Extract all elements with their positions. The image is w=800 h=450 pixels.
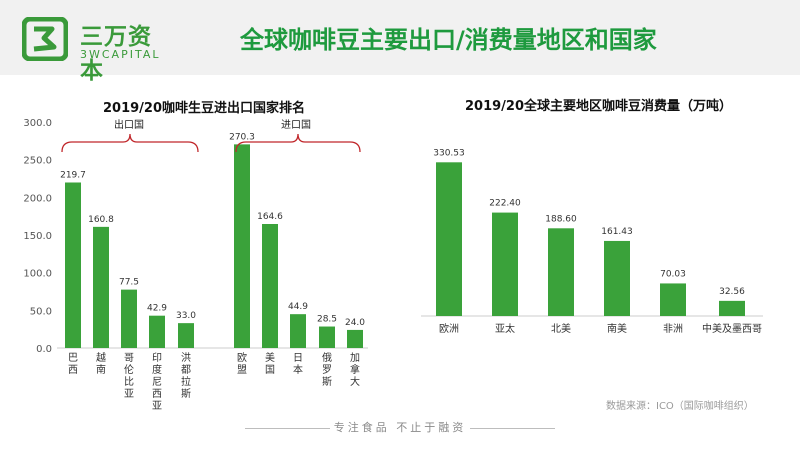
group-bracket [235,133,361,153]
bar-8 [319,326,335,348]
x-tick-label: 加拿大 [350,352,360,388]
x-tick-label: 非洲 [663,323,683,335]
data-label: 33.0 [176,311,196,321]
data-label: 42.9 [147,304,167,314]
brand-logo: 三万资本 3WCAPITAL [22,15,172,84]
data-label: 270.3 [229,132,255,142]
bar-1 [93,226,109,348]
x-tick-label: 南美 [607,322,627,335]
data-label: 32.56 [719,287,745,297]
page-title: 全球咖啡豆主要出口/消费量地区和国家 [240,26,657,54]
footer-divider-left [245,428,330,429]
y-tick-label: 100.0 [23,269,52,280]
group-bracket [61,133,199,153]
data-label: 188.60 [545,214,577,224]
header-bar: 三万资本 3WCAPITAL 全球咖啡豆主要出口/消费量地区和国家 [0,0,800,84]
x-tick-label: 欧洲 [439,323,459,335]
group-label: 进口国 [281,119,311,131]
logo-name-en: 3WCAPITAL [80,48,161,61]
chart-regional-consumption: 330.53 欧洲 222.40 亚太 188.60 北美 161.43 南美 70.03 非洲 3… [421,148,763,335]
data-label: 164.6 [257,212,283,222]
bar-7 [290,314,306,348]
bar-4 [178,323,194,348]
x-tick-label: 北美 [551,322,571,335]
bar-2 [548,228,574,316]
y-tick-label: 50.0 [30,306,52,317]
chart-title-trade: 2019/20咖啡生豆进出口国家排名 [103,101,306,116]
logo-icon [22,17,68,61]
bar-3 [604,240,630,316]
data-label: 24.0 [345,318,365,328]
y-tick-label: 300.0 [23,118,52,129]
data-label: 28.5 [317,315,337,325]
footer-slogan: 专注食品 不止于融资 [333,421,467,434]
data-label: 161.43 [601,227,633,237]
x-tick-label: 美国 [265,351,275,376]
group-label: 出口国 [114,118,144,131]
y-tick-label: 250.0 [23,156,52,167]
data-source-note: 数据来源：ICO（国际咖啡组织） [606,401,754,412]
data-label: 44.9 [288,302,308,312]
data-label: 330.53 [433,148,465,158]
bar-9 [347,329,363,348]
bar-1 [492,212,518,316]
data-label: 70.03 [660,269,686,279]
y-tick-label: 0.0 [36,344,52,355]
bar-0 [436,162,462,316]
bar-3 [149,315,165,348]
y-tick-label: 200.0 [23,193,52,204]
x-tick-label: 印度尼西亚 [152,352,162,412]
chart-trade-ranking: 0.0 50.0 100.0 150.0 200.0 250.0 300.0 219.7 巴西 1… [23,118,368,412]
x-tick-label: 洪都拉斯 [181,352,191,400]
x-tick-label: 越南 [96,351,106,376]
data-label: 222.40 [489,199,521,209]
bar-5 [234,144,250,348]
data-label: 219.7 [60,170,86,180]
y-tick-label: 150.0 [23,231,52,242]
x-tick-label: 日本 [293,353,303,376]
bar-5 [719,300,745,316]
bar-2 [121,289,137,348]
footer-divider-right [470,428,555,429]
x-tick-label: 亚太 [495,322,515,335]
x-tick-label: 巴西 [68,352,78,376]
logo-name-cn: 三万资本 [80,24,152,84]
chart-title-consumption: 2019/20全球主要地区咖啡豆消费量（万吨） [465,99,733,114]
x-tick-label: 哥伦比亚 [124,352,134,400]
bar-4 [660,283,686,316]
data-label: 160.8 [88,215,114,225]
x-tick-label: 欧盟 [237,352,247,376]
x-tick-label: 中美及墨西哥 [702,322,762,335]
x-tick-label: 俄罗斯 [322,352,332,388]
bar-0 [65,182,81,348]
data-label: 77.5 [119,278,139,288]
bar-6 [262,224,278,348]
